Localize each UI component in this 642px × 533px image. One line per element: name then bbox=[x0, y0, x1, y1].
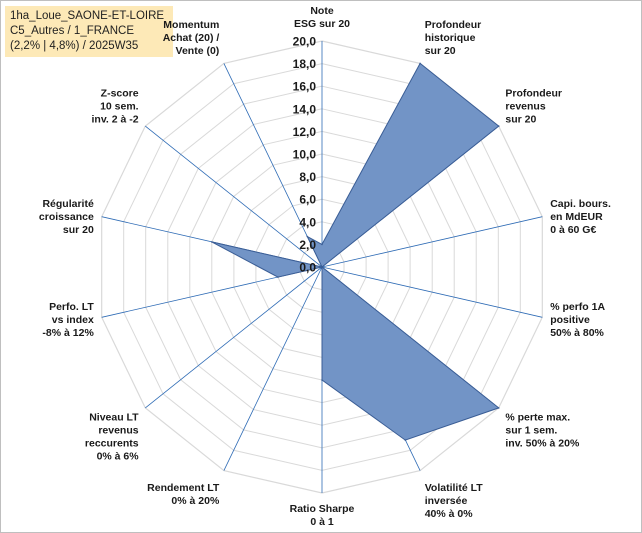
axis-label-4-line-1: Capi. bours. bbox=[550, 198, 611, 210]
axis-label-10-line-1: Niveau LT bbox=[89, 412, 139, 424]
tick-label: 4,0 bbox=[299, 215, 316, 229]
axis-label-5-line-2: positive bbox=[550, 314, 590, 326]
axis-label-13-line-3: inv. 2 à -2 bbox=[92, 113, 139, 125]
tick-label: 20,0 bbox=[293, 35, 317, 49]
axis-label-2-line-3: sur 20 bbox=[425, 45, 456, 57]
data-point-12 bbox=[211, 241, 213, 243]
axis-label-5-line-1: % perfo 1A bbox=[550, 301, 605, 313]
axis-label-1-line-2: ESG sur 20 bbox=[294, 18, 350, 30]
axis-label-6-line-1: % perte max. bbox=[505, 412, 570, 424]
axis-label-8-line-2: 0 à 1 bbox=[310, 516, 334, 528]
tick-label: 12,0 bbox=[293, 125, 317, 139]
axis-label-13-line-1: Z-score bbox=[101, 87, 139, 99]
axis-label-14-line-3: Vente (0) bbox=[176, 45, 220, 57]
axis-spoke-5 bbox=[321, 266, 543, 318]
title-line-2: C5_Autres / 1_FRANCE bbox=[10, 25, 134, 37]
axis-label-3-line-2: revenus bbox=[505, 100, 545, 112]
axis-label-14-line-2: Achat (20) / bbox=[163, 32, 220, 44]
title-line-1: 1ha_Loue_SAONE-ET-LOIRE bbox=[10, 10, 165, 22]
axis-label-12-line-1: Régularité bbox=[42, 198, 94, 210]
axis-label-9-line-2: 0% à 20% bbox=[171, 495, 220, 507]
axis-label-4-line-3: 0 à 60 G€ bbox=[550, 224, 596, 236]
axis-label-7-line-1: Volatilité LT bbox=[425, 482, 484, 494]
data-point-1 bbox=[321, 243, 323, 246]
chart-title-box: 1ha_Loue_SAONE-ET-LOIRE C5_Autres / 1_FR… bbox=[5, 6, 173, 57]
axis-label-10-line-4: 0% à 6% bbox=[97, 451, 140, 463]
data-point-14 bbox=[306, 235, 309, 238]
axis-spoke-9 bbox=[223, 266, 323, 471]
tick-label: 10,0 bbox=[293, 148, 317, 162]
axis-label-10-line-3: reccurents bbox=[85, 438, 139, 450]
axis-label-4-line-2: en MdEUR bbox=[550, 211, 603, 223]
tick-label: 2,0 bbox=[299, 238, 316, 252]
title-line-3: (2,2% | 4,8%) / 2025W35 bbox=[10, 40, 139, 52]
axis-label-6-line-2: sur 1 sem. bbox=[505, 425, 557, 437]
data-point-8 bbox=[321, 379, 323, 381]
tick-label: 14,0 bbox=[293, 102, 317, 116]
axis-label-2-line-1: Profondeur bbox=[425, 19, 482, 31]
axis-label-3-line-1: Profondeur bbox=[505, 87, 562, 99]
axis-label-5-line-3: 50% à 80% bbox=[550, 327, 604, 339]
axis-label-7-line-3: 40% à 0% bbox=[425, 508, 474, 520]
axis-label-11-line-2: vs index bbox=[52, 314, 94, 326]
data-point-6 bbox=[497, 407, 500, 409]
tick-label: 8,0 bbox=[299, 170, 316, 184]
axis-spoke-10 bbox=[145, 266, 323, 409]
axis-label-13-line-2: 10 sem. bbox=[100, 100, 139, 112]
axis-label-9-line-1: Rendement LT bbox=[147, 482, 220, 494]
axis-label-11-line-3: -8% à 12% bbox=[42, 327, 94, 339]
axis-label-14-line-1: Momentum bbox=[163, 19, 219, 31]
axis-label-11-line-1: Perfo. LT bbox=[49, 301, 94, 313]
data-point-3 bbox=[497, 125, 500, 127]
axis-label-2-line-2: historique bbox=[425, 32, 476, 44]
axis-label-12-line-3: sur 20 bbox=[63, 224, 94, 236]
axis-label-8-line-1: Ratio Sharpe bbox=[290, 503, 355, 515]
axis-spoke-14 bbox=[223, 63, 323, 268]
axis-label-3-line-3: sur 20 bbox=[505, 113, 536, 125]
axis-label-1-line-1: Note bbox=[310, 5, 333, 17]
tick-label: 6,0 bbox=[299, 193, 316, 207]
axis-label-7-line-2: inversée bbox=[425, 495, 468, 507]
tick-label: 0,0 bbox=[299, 261, 316, 275]
tick-label: 18,0 bbox=[293, 57, 317, 71]
data-point-7 bbox=[404, 439, 407, 441]
tick-label: 16,0 bbox=[293, 80, 317, 94]
data-point-11 bbox=[277, 276, 279, 278]
data-point-2 bbox=[419, 62, 421, 65]
data-point-13 bbox=[321, 266, 323, 268]
axis-label-10-line-2: revenus bbox=[98, 425, 138, 437]
axis-spoke-4 bbox=[321, 216, 543, 268]
axis-spoke-13 bbox=[145, 125, 323, 268]
axis-label-12-line-2: croissance bbox=[39, 211, 94, 223]
axis-label-6-line-3: inv. 50% à 20% bbox=[505, 438, 580, 450]
data-series-area bbox=[211, 62, 500, 441]
